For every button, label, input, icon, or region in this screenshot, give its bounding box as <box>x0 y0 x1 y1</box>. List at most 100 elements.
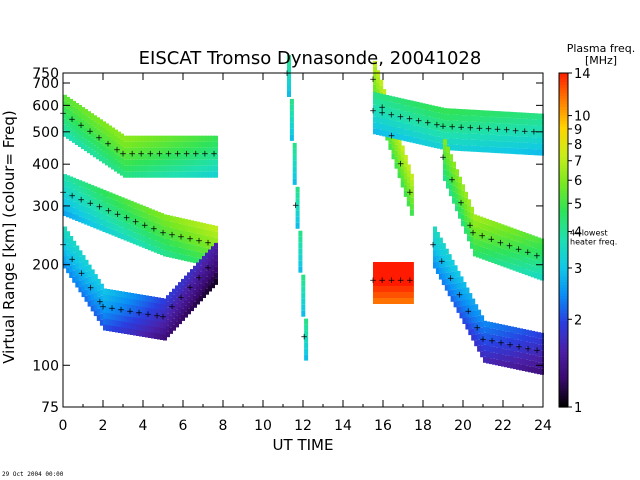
echo-cell <box>412 119 417 126</box>
echo-cell <box>208 267 212 274</box>
echo-cell <box>156 211 161 218</box>
echo-cell <box>123 204 128 211</box>
echo-cell <box>66 237 71 244</box>
echo-cell <box>509 135 514 142</box>
echo-cell <box>473 109 478 116</box>
echo-cell <box>111 139 115 146</box>
echo-cell <box>421 139 426 146</box>
echo-cell <box>483 332 487 339</box>
echo-cell <box>491 221 496 227</box>
echo-cell <box>452 114 457 121</box>
echo-cell <box>509 111 514 118</box>
echo-cell <box>450 295 455 302</box>
echo-cell <box>204 153 209 160</box>
echo-cell <box>435 244 440 250</box>
echo-cell <box>473 220 477 227</box>
echo-cell <box>430 129 435 136</box>
echo-cell <box>87 117 91 124</box>
echo-cell <box>388 292 393 298</box>
echo-cell <box>447 272 452 279</box>
echo-cell <box>172 306 176 313</box>
echo-cell <box>168 165 173 172</box>
echo-cell <box>75 263 80 270</box>
echo-cell <box>456 288 461 295</box>
echo-cell <box>515 118 520 125</box>
echo-cell <box>93 139 97 146</box>
echo-cell <box>531 330 535 337</box>
echo-cell <box>376 105 380 111</box>
echo-cell <box>443 108 447 115</box>
trace-mark: + <box>439 122 447 132</box>
echo-cell <box>93 121 97 128</box>
echo-cell <box>135 215 140 222</box>
echo-cell <box>424 122 429 128</box>
echo-cell <box>435 256 440 262</box>
echo-cell <box>72 177 77 184</box>
colorbar-segment <box>559 231 568 236</box>
echo-cell <box>412 113 417 120</box>
echo-cell <box>391 280 396 286</box>
echo-cell <box>90 125 94 132</box>
echo-cell <box>117 161 121 168</box>
colorbar-segment <box>559 209 568 213</box>
echo-cell <box>69 104 73 111</box>
echo-cell <box>114 194 119 201</box>
echo-cell <box>196 268 200 275</box>
echo-cell <box>527 264 532 271</box>
echo-cell <box>400 280 405 286</box>
echo-cell <box>471 316 476 323</box>
echo-cell <box>503 225 508 232</box>
echo-cell <box>446 146 450 153</box>
echo-cell <box>528 330 532 337</box>
echo-cell <box>295 198 300 205</box>
echo-cell <box>468 329 473 336</box>
trace-mark: + <box>165 150 173 160</box>
echo-cell <box>163 220 167 227</box>
echo-cell <box>102 214 107 220</box>
echo-cell <box>388 298 393 304</box>
echo-cell <box>129 230 134 237</box>
colorbar-segment <box>559 309 568 313</box>
echo-cell <box>530 247 535 254</box>
echo-cell <box>181 230 185 237</box>
echo-cell <box>373 298 377 304</box>
echo-cell <box>166 301 170 308</box>
echo-cell <box>192 153 197 160</box>
echo-cell <box>105 153 109 160</box>
echo-cell <box>126 159 130 166</box>
echo-cell <box>485 116 490 123</box>
trace-mark: + <box>406 115 414 125</box>
echo-cell <box>483 350 487 357</box>
echo-cell <box>177 165 182 172</box>
colorbar-segment <box>559 240 568 244</box>
echo-cell <box>202 286 206 292</box>
echo-cell <box>525 335 529 342</box>
echo-cell <box>397 103 402 110</box>
echo-cell <box>208 249 212 256</box>
echo-cell <box>145 301 149 308</box>
echo-cell <box>531 360 535 367</box>
echo-cell <box>66 267 71 274</box>
echo-cell <box>476 233 480 240</box>
trace-mark: + <box>378 108 386 118</box>
echo-cell <box>150 221 155 228</box>
echo-cell <box>126 153 130 160</box>
echo-cell <box>147 171 152 178</box>
echo-cell <box>129 165 134 172</box>
echo-cell <box>513 345 517 352</box>
echo-cell <box>464 203 468 210</box>
echo-cell <box>373 92 377 99</box>
echo-cell <box>421 127 426 134</box>
colorbar-segment <box>559 125 568 130</box>
echo-cell <box>518 124 523 131</box>
echo-cell <box>507 349 511 356</box>
echo-cell <box>491 146 496 153</box>
colorbar-segment <box>559 337 568 341</box>
echo-cell <box>81 217 86 224</box>
echo-cell <box>376 99 380 105</box>
echo-cell <box>485 110 490 117</box>
echo-cell <box>190 287 194 294</box>
echo-cell <box>477 315 482 322</box>
echo-cell <box>498 324 502 330</box>
echo-cell <box>160 328 164 334</box>
